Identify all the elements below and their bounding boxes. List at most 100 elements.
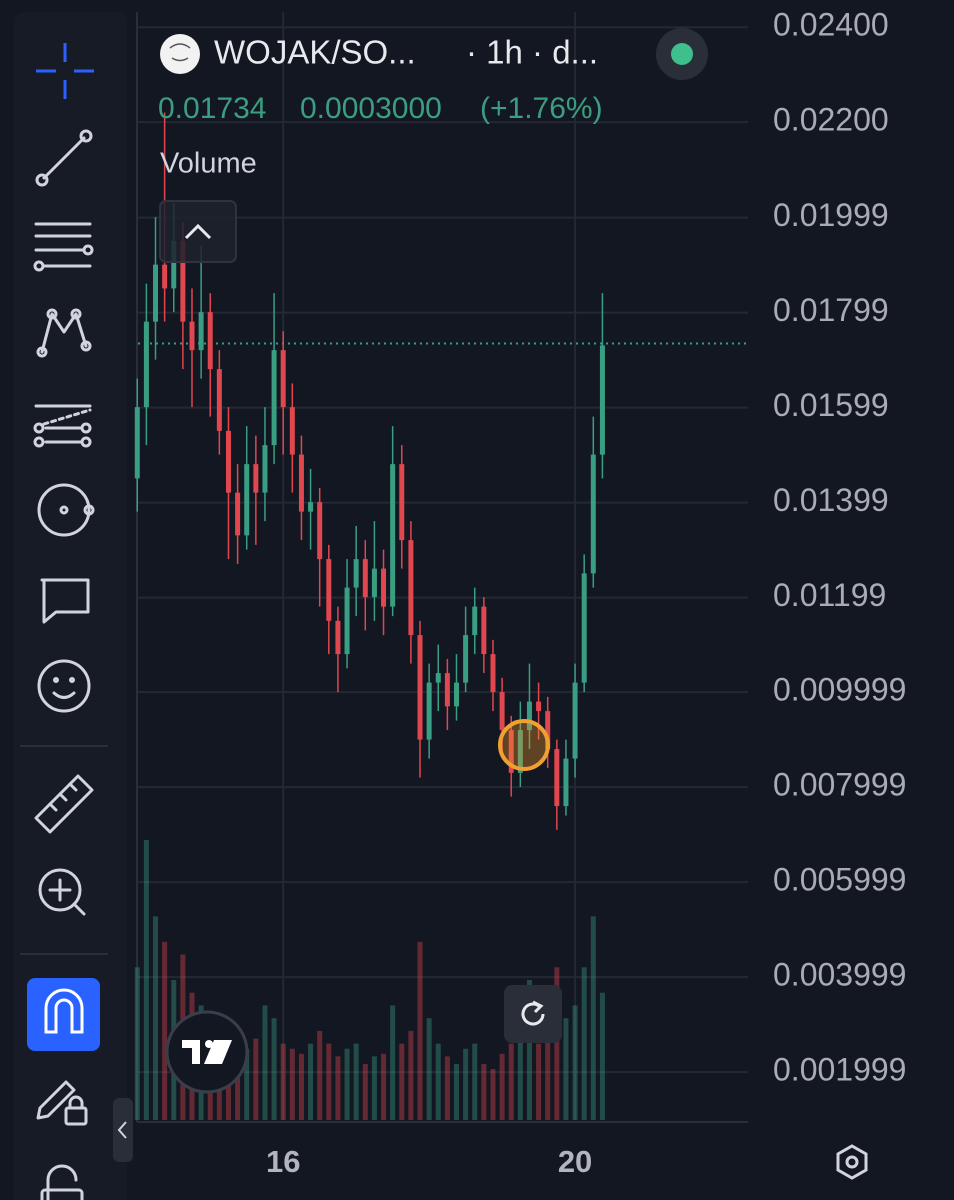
candle-body <box>508 730 514 773</box>
volume-bar <box>490 1069 496 1120</box>
volume-bar <box>134 967 140 1120</box>
candle-body <box>289 407 295 455</box>
candle-body <box>599 345 605 455</box>
prediction-tool[interactable] <box>33 404 92 448</box>
volume-bar <box>381 1053 387 1120</box>
candle-body <box>417 635 423 740</box>
volume-bar <box>335 1056 341 1120</box>
volume-bar <box>472 1043 478 1120</box>
tradingview-logo[interactable] <box>165 1010 249 1094</box>
zoom-tool[interactable] <box>38 868 86 916</box>
candle-body <box>153 264 159 322</box>
candle-body <box>526 701 532 731</box>
volume-bar <box>289 1048 295 1120</box>
candle-body <box>499 692 505 731</box>
volume-bar <box>599 992 605 1120</box>
candle-body <box>536 701 542 712</box>
lock-drawings-tool[interactable] <box>36 1080 88 1126</box>
candle-body <box>162 264 168 289</box>
volume-bar <box>508 1043 514 1120</box>
candle-body <box>444 673 450 707</box>
candle-body <box>134 407 140 479</box>
volume-bar <box>417 941 423 1120</box>
unlock-tool[interactable] <box>40 1164 84 1200</box>
tradingview-dot <box>205 1040 213 1048</box>
candle-body <box>353 559 359 588</box>
price-change: 0.0003000 <box>300 92 442 125</box>
candle-body <box>262 445 268 493</box>
candle-body <box>453 682 459 707</box>
candle-body <box>490 654 496 693</box>
volume-bar <box>344 1048 350 1120</box>
candle-body <box>143 321 149 408</box>
volume-bar <box>262 1005 268 1120</box>
candle-body <box>481 606 487 655</box>
collapse-chevron <box>117 1121 127 1139</box>
candle-body <box>426 682 432 740</box>
chevron-up <box>184 223 212 240</box>
candle-body <box>581 573 587 683</box>
candle-body <box>326 559 332 621</box>
candle-body <box>463 635 469 683</box>
candle-body <box>189 321 195 351</box>
volume-bar <box>563 1018 569 1120</box>
price-change-pct: (+1.76%) <box>480 92 603 125</box>
highlight-circle <box>498 719 550 771</box>
volume-bar <box>463 1048 469 1120</box>
geometry-tool[interactable] <box>37 483 95 537</box>
interval[interactable]: · 1h · d... <box>466 34 598 71</box>
collapse-legend-button[interactable] <box>159 200 237 263</box>
candles <box>134 112 605 830</box>
text-tool[interactable] <box>40 578 90 624</box>
volume-bar <box>371 1056 377 1120</box>
volume-bar <box>526 980 532 1120</box>
last-price: 0.01734 <box>158 92 266 125</box>
volume-bar <box>545 1038 551 1120</box>
volume-bar <box>481 1064 487 1120</box>
trend-line-tool[interactable] <box>35 129 93 187</box>
candle-body <box>225 430 231 493</box>
candle-body <box>198 312 204 351</box>
volume-bar <box>390 1005 396 1120</box>
volume-bar <box>244 1048 250 1120</box>
crosshair-tool[interactable] <box>36 43 94 99</box>
volume-bar <box>317 1030 323 1120</box>
fib-tool[interactable] <box>33 222 94 272</box>
y-tick-label: 0.01999 <box>773 197 889 233</box>
candle-body <box>517 730 523 773</box>
y-tick-label: 0.01199 <box>773 577 886 613</box>
volume-bar <box>153 916 159 1120</box>
y-tick-label: 0.01399 <box>773 482 889 518</box>
y-tick-label: 0.02200 <box>773 102 889 138</box>
candle-body <box>472 606 478 636</box>
toolbar <box>14 12 127 1200</box>
y-tick-label: 0.01799 <box>773 292 889 328</box>
volume-bar <box>444 1056 450 1120</box>
candle-body <box>371 568 377 598</box>
volume-bar <box>235 1043 241 1120</box>
ruler-tool[interactable] <box>34 774 94 834</box>
y-tick-label: 0.005999 <box>773 862 906 898</box>
volume-bar <box>353 1043 359 1120</box>
status-dot <box>671 43 693 65</box>
pattern-tool[interactable] <box>36 308 92 358</box>
logo-face <box>169 43 191 62</box>
y-tick-label: 0.003999 <box>773 957 906 993</box>
reset-button[interactable] <box>504 985 562 1043</box>
settings-button[interactable] <box>836 1144 868 1180</box>
x-tick-label: 16 <box>266 1144 300 1179</box>
symbol[interactable]: WOJAK/SO... <box>214 34 416 71</box>
volume-bar <box>554 967 560 1120</box>
toolbar-collapse[interactable] <box>113 1098 133 1162</box>
volume-bar <box>308 1043 314 1120</box>
candle-body <box>554 749 560 807</box>
volume-bar <box>435 1043 441 1120</box>
candle-body <box>317 502 323 560</box>
candle-body <box>207 312 213 370</box>
volume-bar <box>298 1053 304 1120</box>
volume-bar <box>326 1043 332 1120</box>
emoji-tool[interactable] <box>37 659 91 713</box>
volume-bar <box>572 1005 578 1120</box>
volume-label: Volume <box>160 148 257 180</box>
